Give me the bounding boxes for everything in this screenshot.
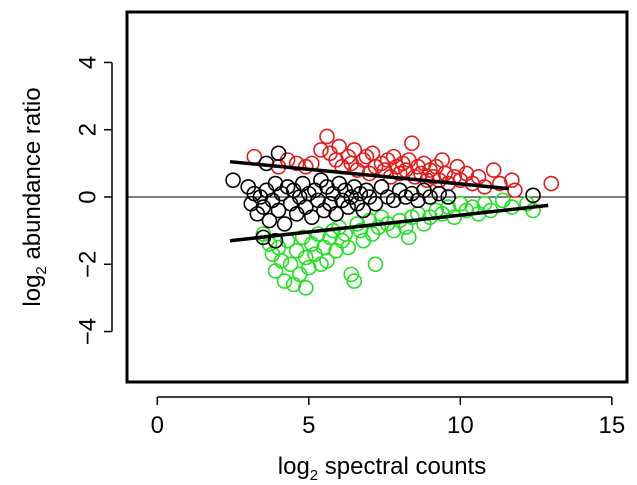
data-point	[352, 222, 369, 239]
data-point	[367, 195, 384, 212]
y-axis-label-prefix: log	[19, 275, 46, 307]
data-point	[437, 165, 453, 182]
plot-frame	[125, 10, 629, 384]
data-point	[304, 209, 320, 225]
data-point	[358, 182, 375, 199]
data-point	[340, 199, 357, 215]
data-point	[313, 142, 329, 158]
data-point	[288, 243, 305, 259]
data-point	[346, 142, 363, 158]
data-point	[328, 206, 344, 222]
data-point	[267, 232, 284, 249]
data-point	[279, 152, 296, 168]
trend-line	[229, 203, 549, 243]
data-point	[494, 192, 511, 209]
x-tick-label: 0	[151, 412, 164, 439]
data-point	[543, 175, 560, 192]
data-point	[525, 202, 541, 219]
data-point	[349, 216, 366, 232]
data-point	[331, 138, 347, 155]
data-point	[270, 145, 287, 162]
x-axis-label: log2 spectral counts	[278, 453, 486, 484]
data-point	[282, 256, 299, 273]
data-point	[449, 158, 466, 175]
data-point	[431, 185, 447, 202]
data-point	[340, 239, 357, 256]
data-point	[367, 256, 384, 273]
data-point	[276, 216, 293, 232]
y-tick-label: −2	[75, 251, 102, 278]
data-point	[440, 189, 457, 205]
data-point	[319, 253, 335, 269]
data-point	[504, 172, 520, 188]
data-point	[273, 253, 290, 269]
data-point	[297, 280, 314, 296]
y-tick-label: 0	[75, 190, 102, 203]
data-point	[276, 273, 293, 289]
data-point	[422, 189, 438, 205]
data-point	[288, 155, 305, 172]
x-axis-label-prefix: log	[278, 453, 310, 480]
y-axis: −4 −2 0 2 4	[75, 56, 113, 345]
x-tick-label: 5	[302, 412, 315, 439]
data-point	[264, 192, 281, 209]
data-point	[485, 162, 502, 178]
data-point	[355, 232, 372, 249]
data-point	[404, 135, 420, 151]
trend-line	[229, 159, 509, 191]
points-layer	[225, 128, 560, 296]
data-point	[343, 266, 360, 283]
data-point	[301, 259, 317, 276]
x-axis: 0 5 10 15	[151, 396, 625, 439]
data-point	[291, 266, 308, 283]
x-axis-label-rest: spectral counts	[318, 453, 486, 480]
data-point	[491, 175, 508, 192]
data-point	[282, 195, 299, 212]
y-tick-label: 2	[75, 123, 102, 136]
y-tick-label: −4	[75, 318, 102, 345]
data-point	[225, 172, 241, 188]
data-point	[261, 212, 278, 229]
data-point	[346, 273, 363, 289]
data-point	[288, 206, 305, 222]
data-point	[373, 179, 390, 195]
data-point	[504, 199, 520, 215]
trend-lines-layer	[229, 159, 549, 243]
data-point	[270, 202, 287, 219]
y-axis-label-rest: abundance ratio	[19, 87, 46, 266]
data-point	[401, 229, 417, 246]
data-point	[297, 249, 314, 266]
x-tick-label: 15	[598, 412, 625, 439]
data-point	[319, 128, 335, 145]
data-point	[370, 219, 387, 236]
y-tick-label: 4	[75, 56, 102, 69]
x-axis-label-subscript: 2	[310, 467, 318, 484]
data-point	[507, 182, 523, 199]
data-point	[310, 226, 326, 242]
x-tick-label: 10	[447, 412, 474, 439]
y-axis-label: log2 abundance ratio	[19, 87, 50, 306]
data-point	[355, 202, 372, 219]
data-point	[525, 187, 541, 204]
y-axis-label-subscript: 2	[33, 266, 50, 274]
